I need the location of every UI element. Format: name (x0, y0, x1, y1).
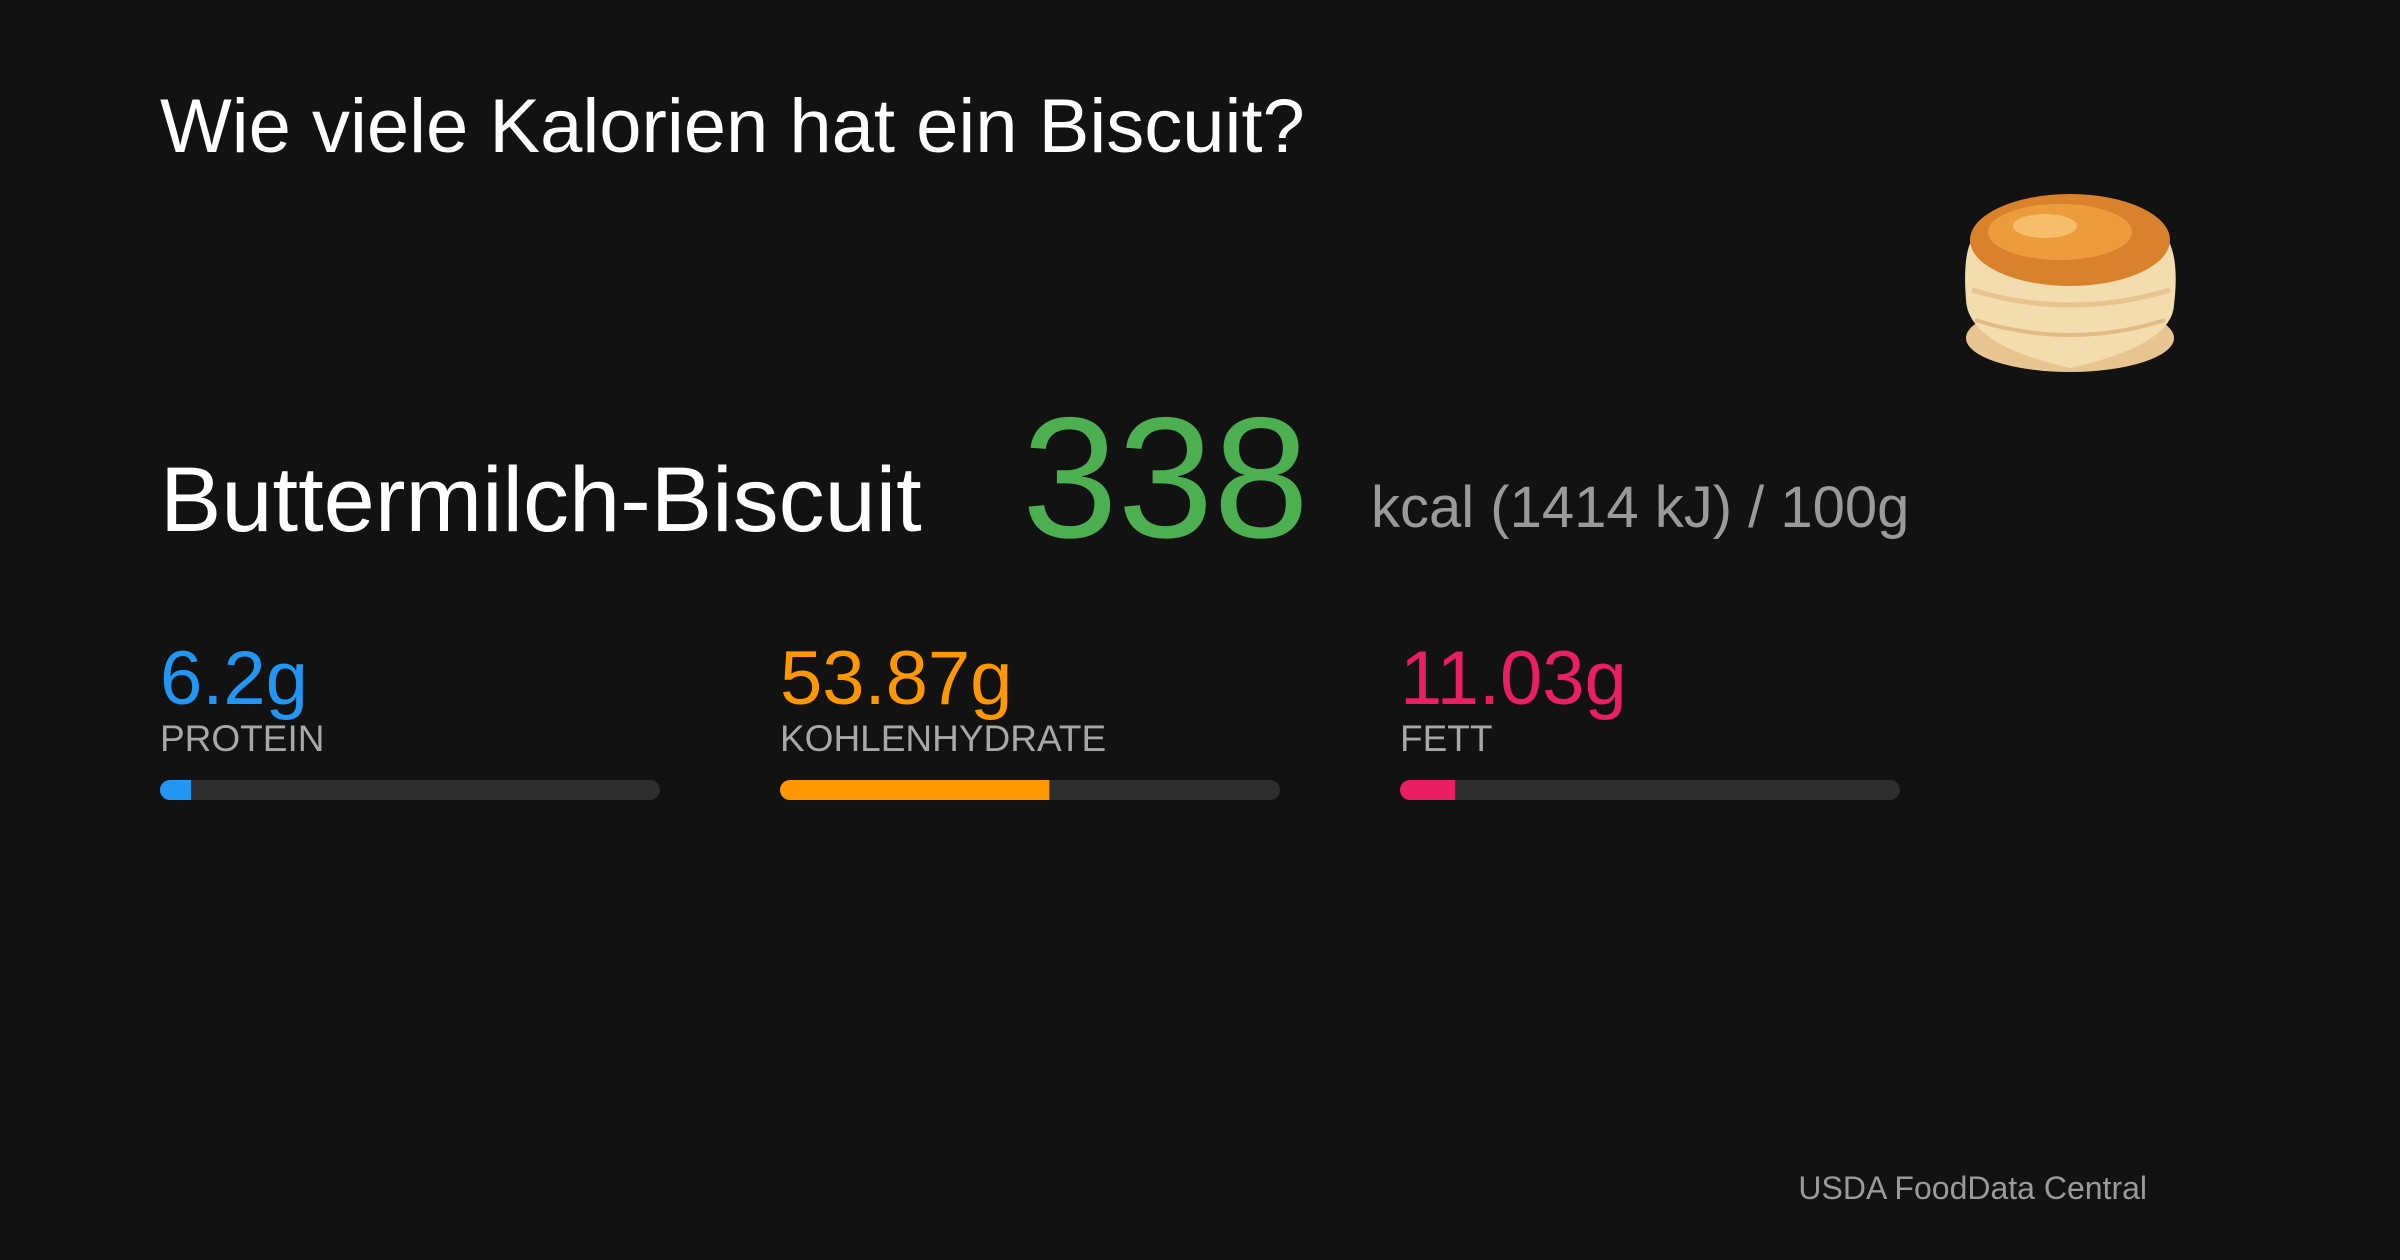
macro-name: FETT (1400, 718, 1492, 759)
title: Wie viele Kalorien hat ein Biscuit? (160, 84, 1305, 169)
food-name: Buttermilch-Biscuit (160, 449, 922, 551)
unit: kcal (1414 kJ) / (1371, 475, 1780, 540)
per-amount: 100g (1780, 475, 1909, 540)
macro-track (1400, 780, 1900, 800)
macro-bar (160, 780, 191, 800)
calories: 338 (1022, 382, 1309, 574)
macro-bar (780, 780, 1050, 800)
macro-bar (1400, 780, 1456, 800)
macro-name: PROTEIN (160, 718, 324, 759)
calorie-unit: kcal (1414 kJ) / 100g (1371, 475, 1909, 540)
macro-value: 11.03g (1400, 636, 1627, 721)
source: USDA FoodData Central (1798, 1170, 2147, 1206)
macro-value: 53.87g (780, 636, 1012, 721)
macro-track (160, 780, 660, 800)
biscuit-icon (1965, 194, 2176, 372)
macro-name: KOHLENHYDRATE (780, 718, 1106, 759)
macro-value: 6.2g (160, 636, 308, 721)
